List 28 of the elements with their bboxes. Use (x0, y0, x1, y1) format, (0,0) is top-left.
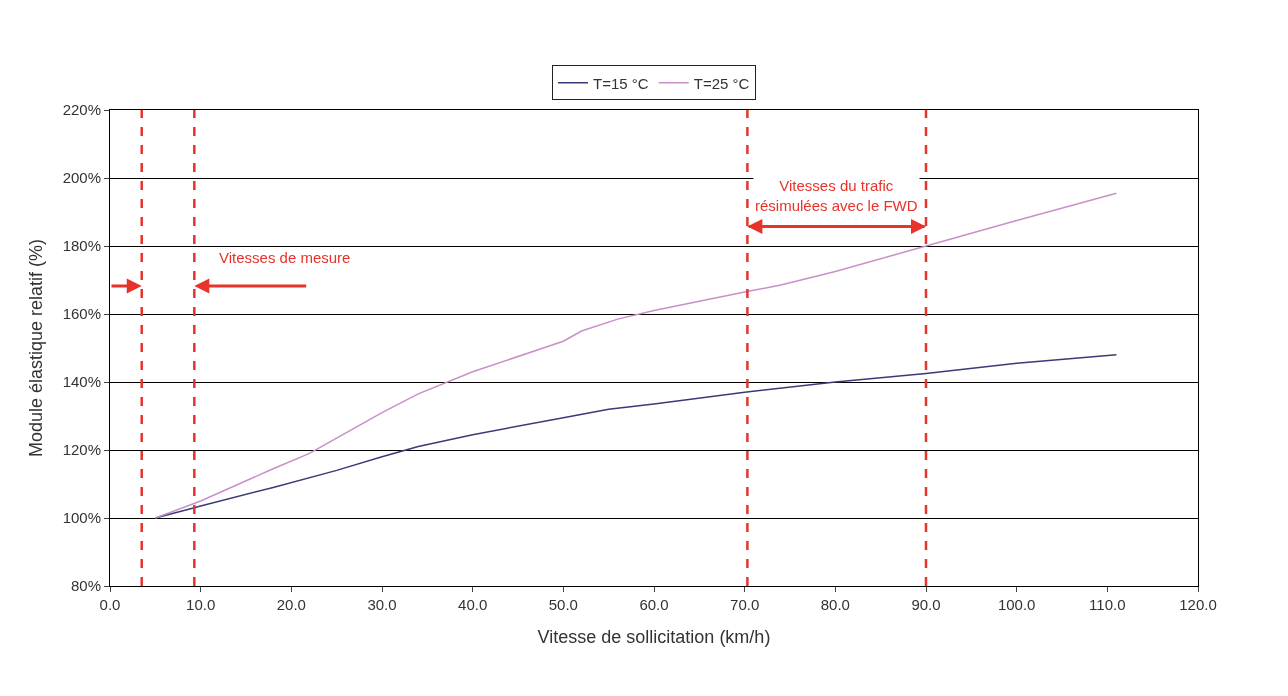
y-tick-label: 100% (62, 509, 101, 527)
x-tick-label: 70.0 (730, 596, 760, 613)
x-tick-label: 20.0 (276, 596, 306, 613)
y-tick-label: 200% (62, 169, 101, 187)
legend-label: T=15 °C (593, 74, 649, 92)
y-tick-label: 140% (62, 373, 101, 391)
x-tick-label: 50.0 (548, 596, 578, 613)
legend-label: T=25 °C (693, 74, 750, 92)
x-tick-label: 80.0 (820, 596, 850, 613)
y-tick-label: 120% (62, 441, 101, 459)
y-axis-title: Module élastique relatif (%) (25, 238, 46, 458)
annotation: Vitesses de mesure (219, 249, 351, 266)
y-tick-label: 180% (62, 237, 101, 255)
x-tick-label: 90.0 (911, 596, 941, 613)
x-tick-label: 0.0 (99, 596, 121, 613)
x-tick-label: 110.0 (1089, 596, 1126, 613)
line-series (154, 192, 1118, 519)
x-axis-title: Vitesse de sollicitation (km/h) (537, 627, 771, 648)
y-tick-label: 220% (62, 101, 101, 119)
x-tick-label: 120.0 (1179, 596, 1217, 613)
y-tick-label: 160% (62, 305, 101, 323)
x-tick-label: 40.0 (458, 596, 488, 613)
x-tick-label: 100.0 (997, 596, 1036, 613)
x-tick-label: 60.0 (639, 596, 669, 613)
x-tick-label: 10.0 (186, 596, 216, 613)
annotation: Vitesses du trafic résimulées avec le FWD (755, 177, 918, 214)
x-tick-label: 30.0 (367, 596, 397, 613)
y-tick-label: 80% (70, 577, 101, 595)
